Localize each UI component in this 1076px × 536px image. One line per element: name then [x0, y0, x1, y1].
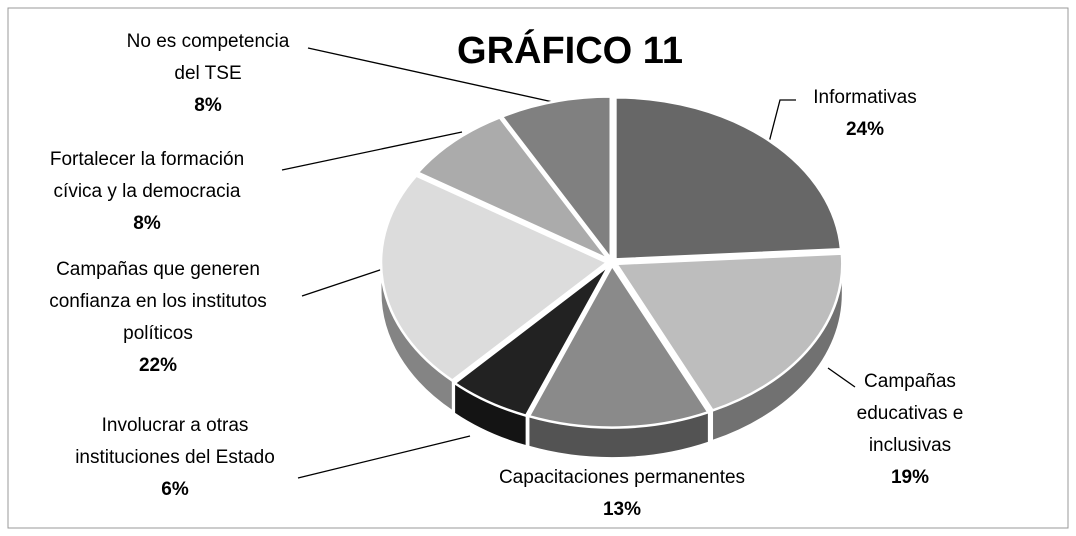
leader-line: [281, 131, 463, 171]
category-label: Informativas: [813, 87, 917, 108]
slice-label: Campañas que generen confianza en los in…: [28, 254, 288, 382]
value-label: 24%: [845, 119, 885, 140]
category-label: Campañas educativas e inclusivas: [856, 371, 964, 456]
value-label: 8%: [194, 95, 222, 116]
value-label: 6%: [161, 479, 189, 500]
leader-line: [307, 47, 563, 105]
pie-slice: [499, 95, 613, 263]
value-label: 22%: [138, 355, 178, 376]
pie-slice: [614, 96, 843, 261]
leader-line: [297, 435, 471, 479]
category-label: Campañas que generen confianza en los in…: [49, 259, 267, 344]
leader-lines: [281, 47, 856, 479]
chart-title: GRÁFICO 11: [457, 30, 683, 72]
value-label: 13%: [602, 499, 642, 520]
pie-slice: [452, 264, 611, 418]
slice-label: Capacitaciones permanentes 13%: [499, 462, 745, 526]
category-label: Fortalecer la formación cívica y la demo…: [49, 149, 245, 202]
slice-label: Involucrar a otras instituciones del Est…: [63, 410, 288, 506]
pie-slice: [527, 263, 711, 429]
pie-slice: [614, 252, 844, 412]
value-label: 19%: [890, 467, 930, 488]
value-label: 8%: [133, 213, 161, 234]
slice-label: Informativas 24%: [813, 82, 916, 146]
frame: [7, 7, 1069, 529]
pie-slice: [415, 115, 610, 261]
pie: [379, 95, 844, 459]
category-label: No es competencia del TSE: [126, 31, 290, 84]
slice-label: No es competencia del TSE 8%: [118, 26, 298, 122]
slice-label: Campañas educativas e inclusivas 19%: [848, 366, 973, 494]
pie-slice: [379, 174, 610, 383]
category-label: Involucrar a otras instituciones del Est…: [75, 415, 275, 468]
leader-line: [827, 367, 856, 388]
leader-line: [301, 267, 387, 297]
slice-label: Fortalecer la formación cívica y la demo…: [32, 144, 262, 240]
category-label: Capacitaciones permanentes: [498, 467, 746, 488]
